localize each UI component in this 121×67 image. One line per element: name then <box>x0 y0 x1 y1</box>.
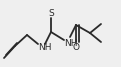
Text: NH: NH <box>64 39 77 48</box>
Text: NH: NH <box>38 42 52 52</box>
Text: O: O <box>72 42 79 52</box>
Text: S: S <box>48 10 54 18</box>
